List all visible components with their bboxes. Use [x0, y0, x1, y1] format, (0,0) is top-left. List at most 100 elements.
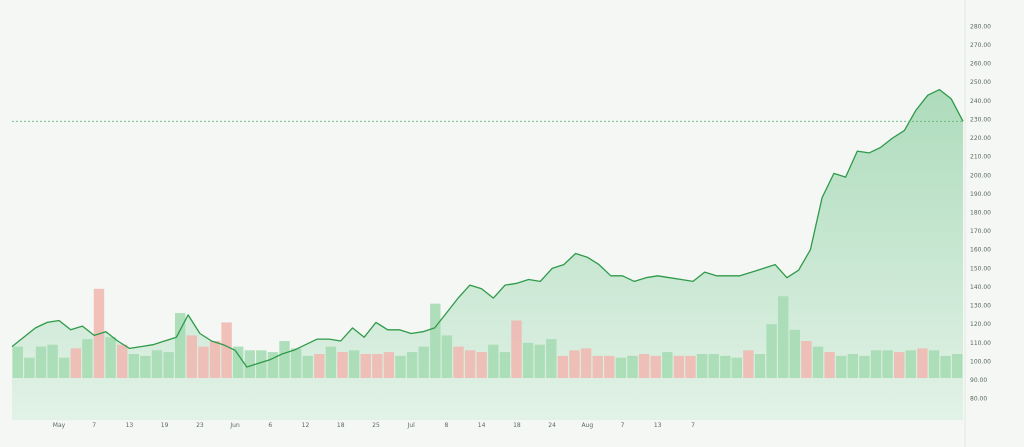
x-axis: May 7 13 19 23 Jun 6 12 18 25 Jul 8 14 18 24 Aug 7 13 7	[53, 422, 695, 429]
volume-bar	[233, 346, 244, 378]
volume-bar	[290, 348, 302, 378]
y-tick-label: 250.00	[970, 79, 991, 86]
volume-bar	[488, 344, 499, 378]
x-tick-label: Jun	[229, 422, 240, 429]
volume-bar	[882, 350, 893, 378]
y-tick-label: 110.00	[970, 340, 991, 347]
volume-bar	[24, 357, 35, 378]
volume-bar	[47, 344, 58, 378]
volume-bar	[117, 344, 128, 378]
volume-bar	[778, 296, 789, 378]
volume-bar	[267, 352, 279, 378]
volume-bar	[569, 350, 580, 378]
volume-bar	[395, 355, 406, 378]
volume-bar	[917, 348, 928, 378]
x-tick-label: 25	[372, 422, 380, 429]
y-tick-label: 120.00	[970, 321, 991, 328]
volume-bar	[35, 346, 47, 378]
volume-bar	[128, 354, 139, 378]
x-tick-label: 18	[337, 422, 345, 429]
x-tick-label: 13	[654, 422, 662, 429]
volume-bar	[348, 350, 360, 378]
volume-bar	[221, 322, 232, 378]
x-tick-label: 23	[196, 422, 204, 429]
y-tick-label: 240.00	[970, 98, 991, 105]
volume-bar	[708, 354, 719, 378]
volume-bar	[302, 355, 313, 378]
x-tick-label: 12	[302, 422, 310, 429]
volume-bar	[766, 324, 777, 378]
price-line-path	[11, 88, 964, 368]
volume-bar	[662, 352, 673, 378]
volume-bar	[604, 355, 615, 378]
y-tick-label: 90.00	[970, 377, 987, 384]
volume-bar	[870, 350, 882, 378]
x-tick-label: 24	[548, 422, 556, 429]
volume-bar	[105, 337, 116, 378]
volume-bar	[383, 352, 395, 378]
volume-bar	[546, 339, 557, 378]
x-tick-label: 7	[621, 422, 625, 429]
volume-bar	[82, 339, 93, 378]
volume-bar	[12, 346, 23, 378]
volume-bar	[464, 350, 476, 378]
volume-bar	[905, 350, 916, 378]
volume-bar	[720, 355, 731, 378]
y-tick-label: 80.00	[970, 396, 987, 403]
volume-bar	[453, 346, 464, 378]
x-tick-label: 19	[161, 422, 169, 429]
volume-bar	[70, 348, 81, 378]
x-tick-label: Jul	[407, 422, 416, 429]
volume-bar	[441, 335, 453, 378]
volume-bar	[406, 352, 418, 378]
x-tick-label: 7	[691, 422, 695, 429]
volume-bar	[314, 354, 325, 378]
x-tick-label: 8	[444, 422, 448, 429]
volume-bar	[615, 357, 627, 378]
volume-bar	[522, 342, 534, 378]
volume-bar	[801, 341, 812, 378]
volume-bar	[894, 352, 905, 378]
volume-bar	[418, 346, 429, 378]
volume-bar	[952, 354, 963, 378]
y-tick-label: 280.00	[970, 23, 991, 30]
volume-bar	[836, 355, 847, 378]
x-tick-label: Aug	[581, 422, 593, 429]
price-line	[11, 88, 964, 368]
x-tick-label: May	[53, 422, 66, 429]
volume-bar	[940, 355, 951, 378]
y-tick-label: 220.00	[970, 135, 991, 142]
volume-bar	[175, 313, 186, 378]
x-tick-label: 18	[513, 422, 521, 429]
volume-bar	[186, 335, 197, 378]
volume-bar	[557, 355, 569, 378]
x-tick-label: 13	[126, 422, 134, 429]
volume-bar	[430, 303, 441, 378]
volume-bar	[511, 320, 522, 378]
volume-bar	[163, 352, 174, 378]
y-tick-label: 150.00	[970, 265, 991, 272]
volume-bar	[209, 341, 221, 378]
y-tick-label: 160.00	[970, 247, 991, 254]
y-tick-label: 190.00	[970, 191, 991, 198]
volume-bar	[244, 350, 255, 378]
x-tick-label: 7	[92, 422, 96, 429]
volume-bar	[59, 357, 70, 378]
y-tick-label: 270.00	[970, 42, 991, 49]
y-tick-label: 140.00	[970, 284, 991, 291]
volume-bar	[592, 355, 603, 378]
y-tick-label: 210.00	[970, 154, 991, 161]
y-tick-label: 100.00	[970, 359, 991, 366]
volume-bar	[372, 354, 383, 378]
volume-bar	[789, 329, 800, 378]
y-tick-label: 260.00	[970, 61, 991, 68]
volume-bar	[151, 350, 163, 378]
volume-bar	[685, 355, 696, 378]
volume-bar	[847, 354, 858, 378]
x-tick-label: 6	[268, 422, 272, 429]
volume-bars	[12, 288, 963, 378]
y-tick-label: 200.00	[970, 172, 991, 179]
volume-bar	[198, 346, 209, 378]
volume-bar	[279, 341, 290, 378]
volume-bar	[754, 354, 766, 378]
